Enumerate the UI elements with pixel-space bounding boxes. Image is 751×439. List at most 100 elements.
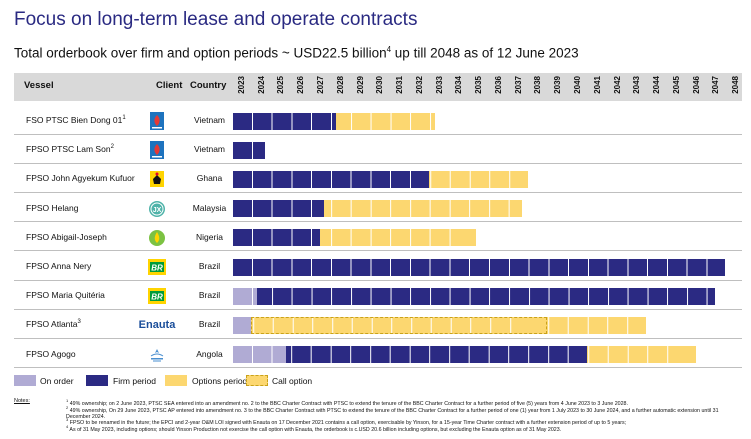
timeline-segment-options bbox=[586, 346, 696, 364]
footnote-number: 4 bbox=[66, 424, 69, 429]
oil-drop-logo bbox=[148, 229, 166, 247]
year-label: 2024 bbox=[256, 76, 266, 94]
year-label: 2043 bbox=[632, 76, 642, 94]
vessel-footnote-ref: 2 bbox=[110, 144, 114, 151]
subtitle-text: Total orderbook over firm and option per… bbox=[14, 45, 387, 61]
year-label: 2046 bbox=[691, 76, 701, 94]
br-petrobras-logo: BR bbox=[148, 288, 166, 305]
year-label: 2036 bbox=[493, 76, 503, 94]
header-country: Country bbox=[190, 80, 227, 91]
timeline-segment-firm bbox=[233, 258, 726, 276]
vessel-name-text: FPSO Anna Nery bbox=[26, 261, 92, 271]
vessel-footnote-ref: 3 bbox=[77, 319, 81, 326]
footnote: 1 49% ownership; on 2 June 2023, PTSC SE… bbox=[66, 398, 736, 407]
year-label: 2035 bbox=[474, 76, 484, 94]
footnote-text: 49% ownership, On 29 June 2023, PTSC AP … bbox=[66, 407, 719, 420]
footnote-number: 2 bbox=[66, 404, 69, 410]
year-label: 2023 bbox=[236, 76, 246, 94]
row-divider bbox=[14, 250, 742, 252]
year-label: 2031 bbox=[395, 76, 405, 94]
vessel-name: FPSO PTSC Lam Son2 bbox=[26, 144, 114, 154]
year-label: 2025 bbox=[276, 76, 286, 94]
timeline-segment-firm bbox=[233, 170, 429, 188]
row-divider bbox=[14, 338, 742, 339]
footnote-text: As of 31 May 2023, including options; sh… bbox=[68, 426, 562, 433]
vessel-name: FPSO Agogo bbox=[26, 349, 76, 359]
year-label: 2037 bbox=[513, 76, 523, 94]
year-label: 2029 bbox=[355, 76, 365, 94]
table-header: Vessel Client Country bbox=[14, 73, 742, 101]
year-label: 2028 bbox=[335, 76, 345, 94]
footnote-number: 3 bbox=[66, 417, 69, 423]
legend-swatch-firm bbox=[86, 375, 108, 386]
header-client: Client bbox=[156, 80, 183, 91]
country-name: Brazil bbox=[198, 319, 221, 330]
footnote-text: FPSO to be renamed in the future; the EP… bbox=[68, 420, 627, 427]
country-name: Brazil bbox=[198, 290, 221, 301]
country-name: Malaysia bbox=[192, 202, 227, 213]
row-divider bbox=[14, 133, 742, 135]
timeline-segment-on-order bbox=[233, 287, 257, 305]
timeline-segment-options bbox=[319, 229, 477, 247]
timeline-segment-call bbox=[250, 316, 548, 334]
vessel-name: FPSO Anna Nery bbox=[26, 261, 91, 271]
vessel-name-text: FPSO PTSC Lam Son bbox=[26, 144, 111, 155]
year-label: 2026 bbox=[296, 76, 306, 94]
eni-logo bbox=[149, 170, 165, 188]
country-name: Vietnam bbox=[193, 144, 226, 155]
timeline-segment-options bbox=[335, 112, 435, 130]
year-label: 2041 bbox=[592, 76, 602, 94]
svg-text:JX: JX bbox=[153, 207, 162, 214]
year-label: 2033 bbox=[434, 76, 444, 94]
country-name: Angola bbox=[196, 348, 223, 359]
vessel-name: FPSO Helang bbox=[26, 203, 78, 213]
row-divider bbox=[14, 221, 742, 223]
row-divider bbox=[14, 279, 742, 281]
year-label: 2048 bbox=[731, 76, 741, 94]
footnote: 4 As of 31 May 2023, including options; … bbox=[66, 424, 736, 433]
timeline-segment-firm bbox=[233, 112, 336, 130]
vessel-name: FPSO Abigail-Joseph bbox=[26, 232, 107, 242]
page-title: Focus on long-term lease and operate con… bbox=[14, 9, 418, 30]
year-label: 2039 bbox=[553, 76, 563, 94]
subtitle-text-end: up till 2048 as of 12 June 2023 bbox=[391, 45, 579, 61]
vessel-name-text: FPSO Abigail-Joseph bbox=[26, 231, 107, 242]
header-vessel: Vessel bbox=[24, 80, 54, 91]
vessel-name-text: FPSO John Agyekum Kufuor bbox=[26, 173, 135, 184]
timeline-segment-firm bbox=[286, 346, 587, 364]
page-subtitle: Total orderbook over firm and option per… bbox=[14, 45, 579, 61]
vessel-footnote-ref: 1 bbox=[122, 115, 126, 122]
jx-logo: JX bbox=[148, 200, 166, 218]
br-petrobras-logo: BR bbox=[148, 259, 166, 275]
year-label: 2042 bbox=[612, 76, 622, 94]
legend-label: On order bbox=[40, 376, 74, 386]
vessel-name: FSO PTSC Bien Dong 011 bbox=[26, 115, 126, 125]
timeline-segment-on-order bbox=[233, 346, 287, 364]
country-name: Vietnam bbox=[193, 115, 226, 125]
year-label: 2030 bbox=[375, 76, 385, 94]
legend-label: Options period bbox=[192, 376, 248, 386]
vessel-name-text: FSO PTSC Bien Dong 01 bbox=[26, 115, 123, 125]
legend-label: Call option bbox=[272, 376, 313, 386]
country-name: Nigeria bbox=[196, 231, 223, 242]
row-divider bbox=[14, 162, 742, 164]
subtitle-footnote-ref: 4 bbox=[386, 45, 392, 54]
enauta-logo: Enauta bbox=[135, 318, 179, 332]
row-divider bbox=[14, 308, 742, 310]
legend-swatch-call bbox=[246, 375, 268, 386]
year-label: 2034 bbox=[454, 76, 464, 94]
legend-swatch-on-order bbox=[14, 375, 36, 386]
year-label: 2044 bbox=[652, 76, 662, 94]
vessel-name: FPSO John Agyekum Kufuor bbox=[26, 173, 135, 183]
vessel-name-text: FPSO Maria Quitéria bbox=[26, 290, 105, 301]
vessel-name: FPSO Maria Quitéria bbox=[26, 290, 105, 300]
year-label: 2027 bbox=[315, 76, 325, 94]
timeline-segment-options bbox=[547, 316, 647, 334]
vessel-name: FPSO Atlanta3 bbox=[26, 319, 81, 329]
footnote-number: 1 bbox=[66, 398, 69, 403]
year-label: 2040 bbox=[572, 76, 582, 94]
petrovietnam-logo bbox=[150, 141, 164, 160]
legend-label: Firm period bbox=[113, 376, 156, 386]
row-divider bbox=[14, 367, 742, 369]
timeline-segment-on-order bbox=[233, 316, 251, 334]
